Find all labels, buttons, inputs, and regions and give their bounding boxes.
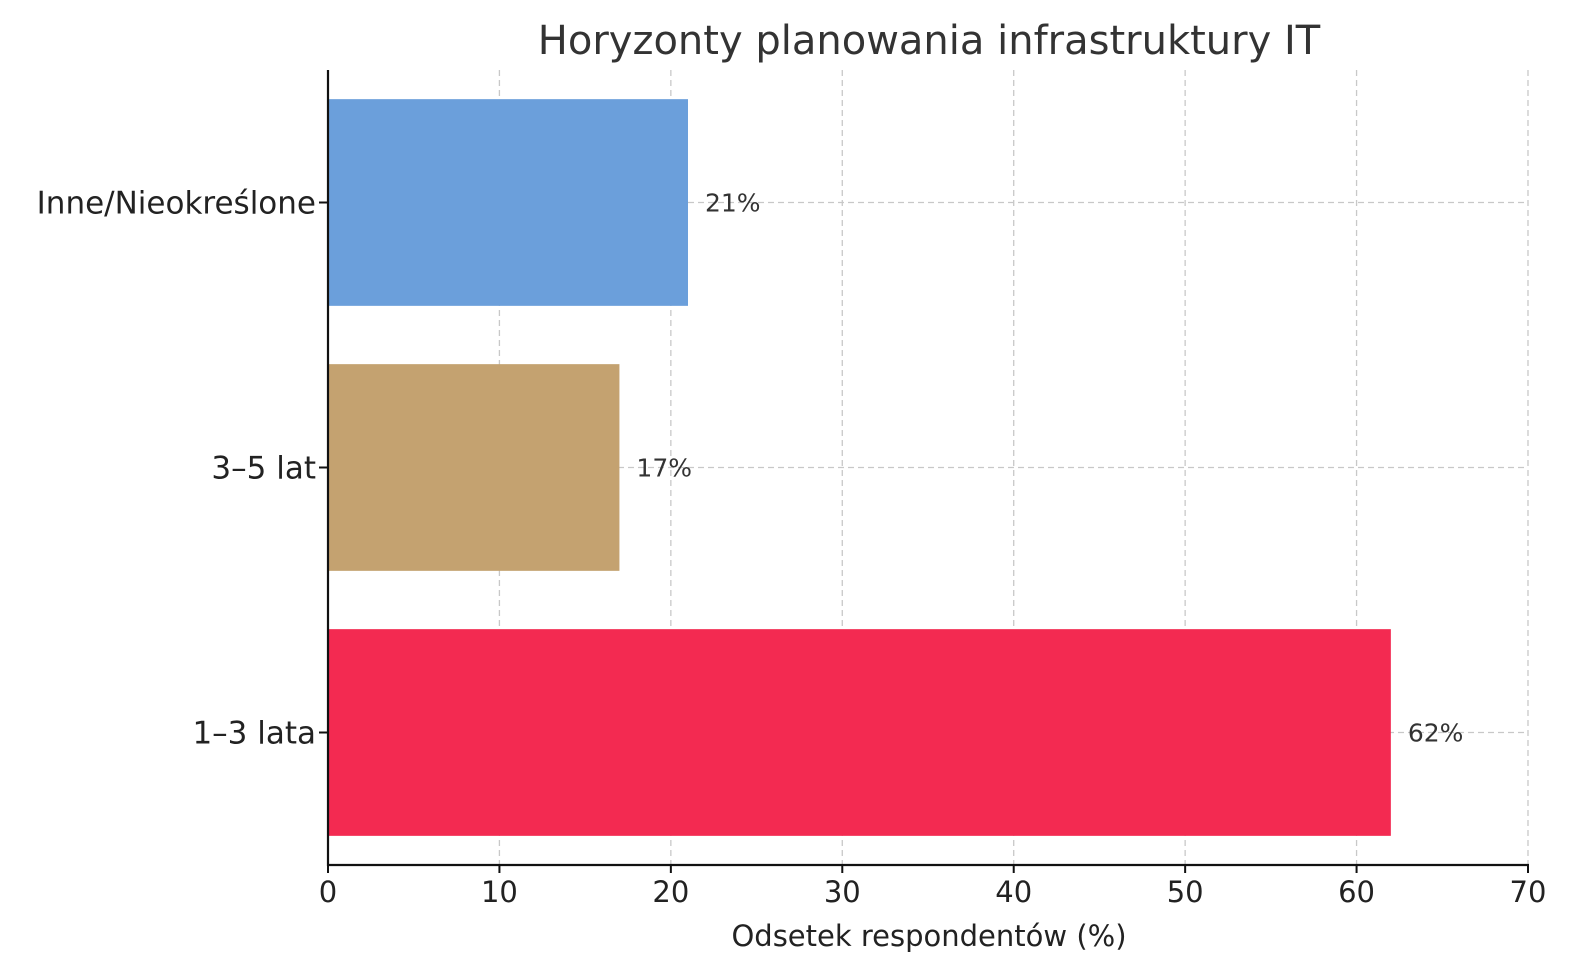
data-labels: 62% 17% 21% — [636, 189, 1463, 748]
bar — [328, 364, 620, 571]
x-axis-label: Odsetek respondentów (%) — [731, 919, 1126, 953]
y-tick-label: 3–5 lat — [211, 451, 316, 487]
x-tick-label: 0 — [319, 875, 337, 909]
data-label: 21% — [705, 189, 761, 218]
x-tick-label: 20 — [652, 875, 689, 909]
x-tick-label: 60 — [1338, 875, 1375, 909]
bar — [328, 99, 688, 306]
x-tick-label: 30 — [824, 875, 861, 909]
y-tick-label: 1–3 lata — [192, 716, 316, 752]
chart-title: Horyzonty planowania infrastruktury IT — [538, 18, 1321, 64]
data-label: 17% — [636, 454, 692, 483]
x-tick-label: 40 — [995, 875, 1032, 909]
data-label: 62% — [1408, 719, 1464, 748]
x-tick-label: 70 — [1510, 875, 1547, 909]
y-tick-label: Inne/Nieokreślone — [37, 186, 316, 222]
bar — [328, 629, 1391, 836]
x-tick-label: 50 — [1167, 875, 1204, 909]
axes: 0 10 20 30 40 50 60 70 1–3 lata 3–5 lat Inne/Nieok… — [37, 70, 1547, 909]
bars — [328, 99, 1391, 836]
x-tick-label: 10 — [481, 875, 518, 909]
